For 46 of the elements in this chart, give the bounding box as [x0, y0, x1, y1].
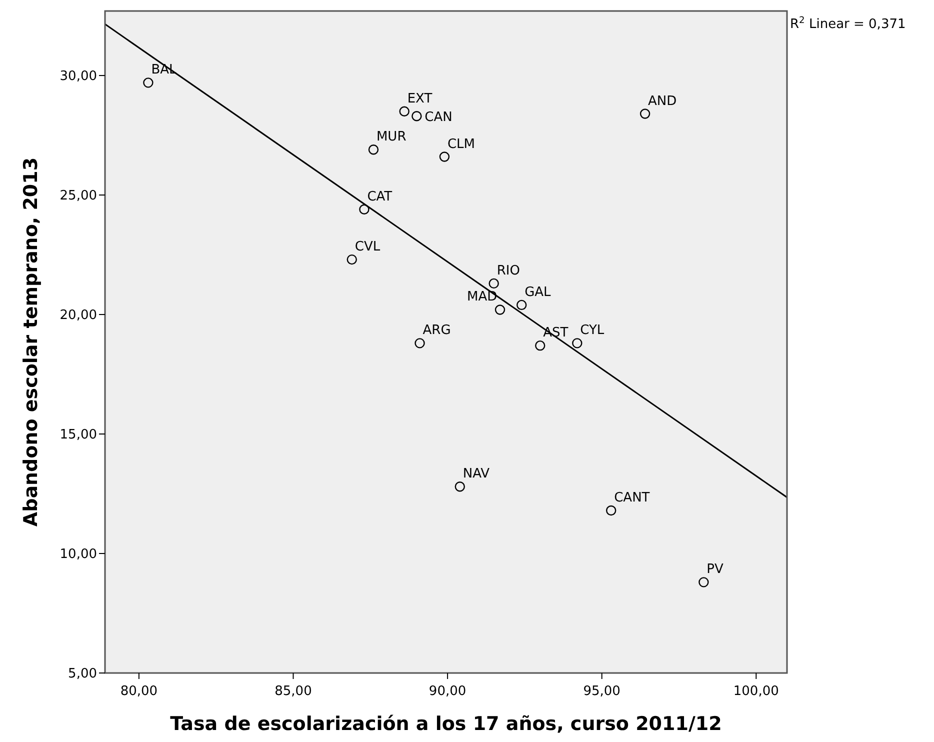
annotation: EXT [407, 91, 432, 106]
annotation: ARG [422, 323, 451, 338]
point [454, 481, 465, 492]
y-tick-label: 25,00 [60, 188, 97, 204]
point [414, 338, 425, 348]
point [143, 78, 154, 88]
x-tick-label: 90,00 [428, 684, 466, 699]
point [640, 108, 650, 119]
annotation: CAT [367, 189, 392, 204]
point [535, 340, 546, 351]
point [494, 304, 506, 315]
x-axis-title: Tasa de escolarización a los 17 años, curso 2011/12 [170, 713, 722, 735]
point [359, 204, 370, 214]
point [368, 144, 379, 155]
y-tick-label: 20,00 [60, 308, 97, 324]
point [488, 278, 499, 289]
annotation: PV [706, 562, 724, 578]
y-tick-label: 15,00 [60, 428, 97, 443]
point [346, 254, 357, 265]
annotation: MUR [376, 130, 406, 145]
point [698, 577, 709, 588]
point [412, 111, 422, 122]
annotation: CVL [354, 240, 381, 255]
x-tick-label: 85,00 [274, 684, 312, 699]
annotation: MAD [467, 290, 498, 305]
annotation: CYL [580, 323, 605, 338]
point [606, 505, 616, 516]
x-tick-label: 95,00 [583, 684, 620, 699]
annotation: RIO [496, 263, 520, 278]
y-tick-label: 30,00 [60, 69, 97, 84]
text: R$^{2}$ Linear = 0,371 [790, 16, 906, 32]
annotation: CANT [614, 490, 650, 506]
annotation: NAV [462, 466, 490, 482]
x-tick-label: 100,00 [733, 684, 779, 699]
point [572, 338, 582, 348]
y-tick-label: 10,00 [60, 547, 97, 562]
annotation: CAN [424, 110, 452, 126]
y-axis-title: Abandono escolar temprano, 2013 [20, 157, 42, 527]
point [399, 106, 410, 116]
x-tick-label: 80,00 [120, 684, 158, 699]
annotation: AND [648, 94, 677, 109]
annotation: CLM [447, 136, 476, 152]
y-tick-label: 5,00 [68, 666, 97, 682]
point [516, 300, 527, 310]
point [439, 152, 450, 162]
annotation: GAL [524, 284, 552, 300]
